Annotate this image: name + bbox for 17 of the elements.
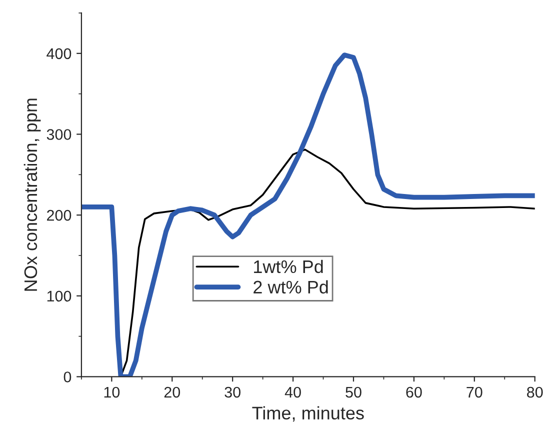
legend-label: 2 wt% Pd [254, 280, 328, 294]
x-tick-label: 60 [406, 386, 422, 398]
y-tick-label: 300 [46, 129, 72, 140]
y-tick-label: 0 [64, 372, 72, 382]
x-tick-label: 20 [164, 386, 180, 398]
x-tick-label: 40 [284, 386, 301, 398]
x-tick-label: 10 [104, 386, 120, 398]
x-tick-label: 80 [527, 386, 543, 398]
legend-label: 1wt% Pd [254, 260, 323, 274]
x-tick-label: 50 [346, 386, 362, 398]
x-tick-label: 70 [466, 386, 482, 398]
y-axis-title: NOx concentration, ppm [24, 98, 41, 291]
y-tick-label: 400 [46, 48, 72, 60]
x-axis-title: Time, minutes [252, 406, 364, 422]
y-tick-label: 100 [47, 290, 72, 302]
y-tick-label: 200 [47, 210, 72, 221]
x-tick-label: 30 [224, 386, 240, 398]
